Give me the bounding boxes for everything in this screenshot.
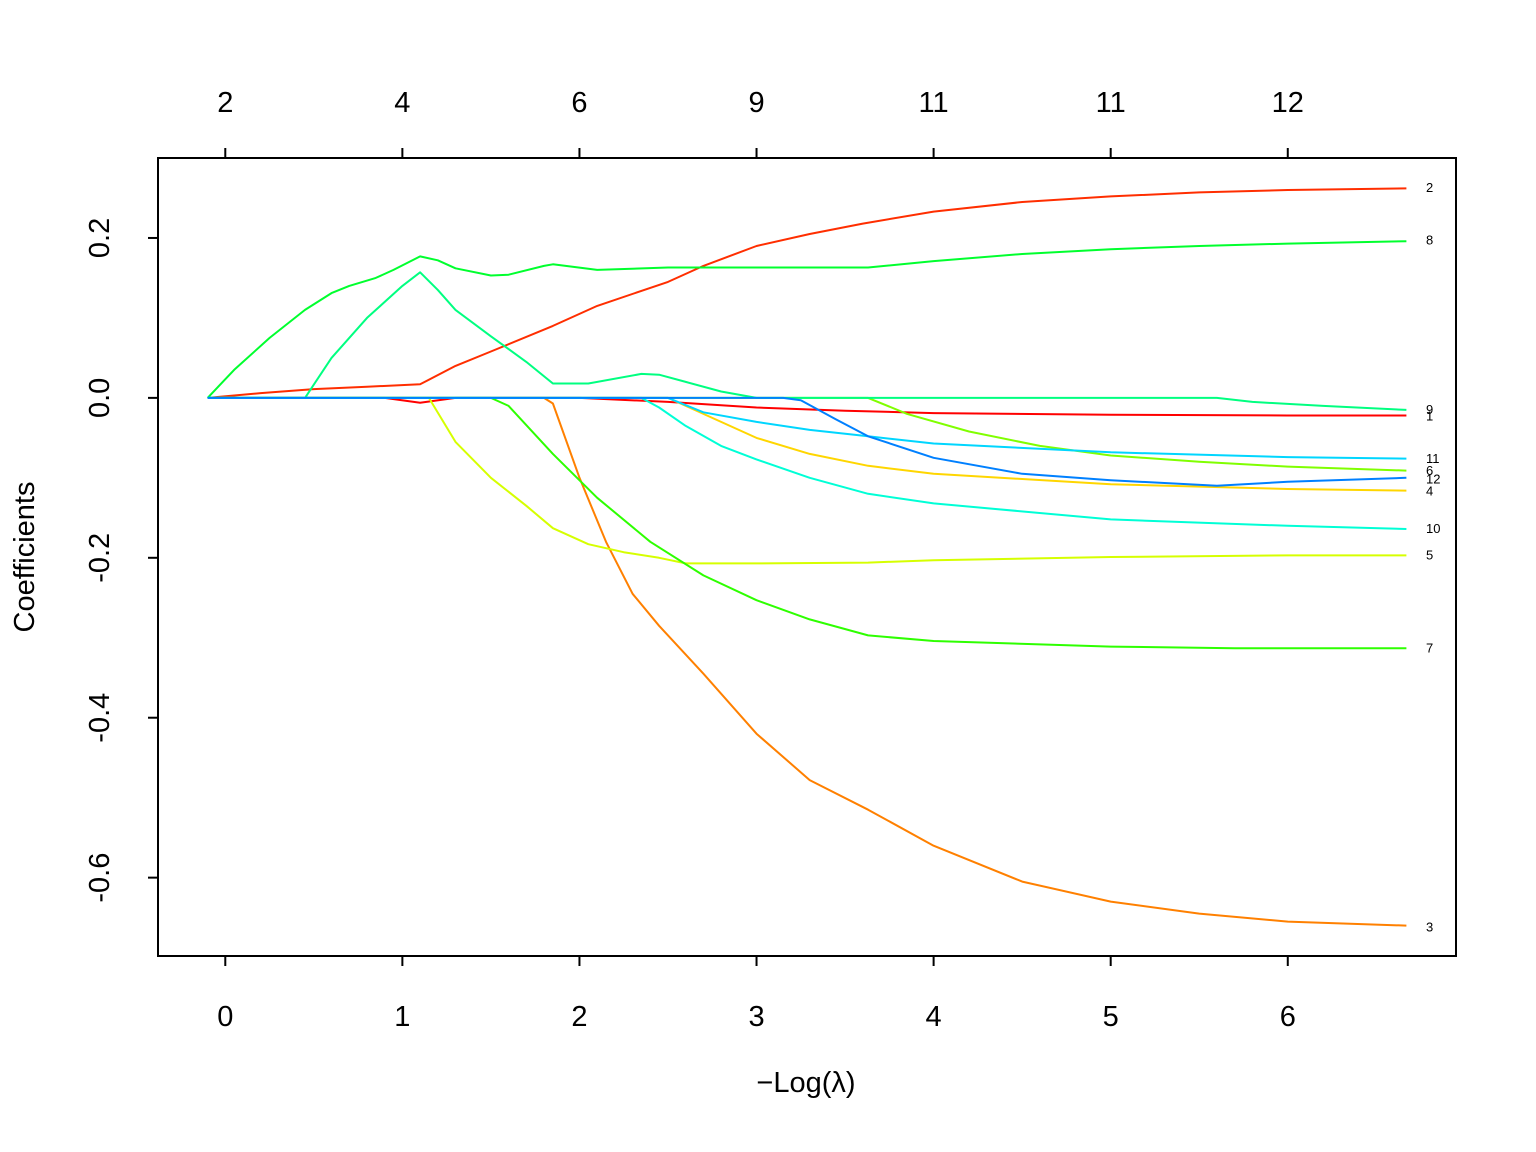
- series-end-label-11: 11: [1426, 451, 1440, 466]
- top-tick-label: 11: [1096, 87, 1126, 119]
- y-tick-label: -0.2: [84, 533, 116, 583]
- series-end-label-3: 3: [1426, 919, 1433, 934]
- series-line-12: [207, 396, 1407, 487]
- x-tick-label: 1: [394, 1001, 410, 1033]
- series-end-label-7: 7: [1426, 640, 1433, 655]
- top-tick-label: 12: [1272, 87, 1304, 119]
- top-tick-label: 4: [394, 87, 410, 119]
- series-line-8: [206, 240, 1407, 399]
- x-axis-title: −Log(λ): [756, 1067, 855, 1099]
- top-axis: 2 4 6 9 11 11 12: [217, 87, 1304, 158]
- plot-frame: [157, 157, 1457, 957]
- x-tick-label: 6: [1280, 1001, 1296, 1033]
- series-end-label-5: 5: [1426, 548, 1433, 563]
- x-tick-label: 4: [926, 1001, 942, 1033]
- y-axis-title: Coefficients: [9, 482, 41, 633]
- series-end-label-4: 4: [1426, 484, 1433, 499]
- series-line-10: [207, 396, 1407, 530]
- series-line-7: [207, 396, 1407, 650]
- series-end-label-12: 12: [1426, 472, 1440, 487]
- bottom-axis: 0 1 2 3 4 5 6: [217, 956, 1296, 1033]
- x-tick-label: 5: [1103, 1001, 1119, 1033]
- y-tick-label: 0.0: [84, 378, 116, 418]
- y-tick-label: -0.4: [84, 693, 116, 743]
- plot-lines: [206, 187, 1407, 927]
- series-end-label-6: 6: [1426, 463, 1433, 478]
- x-tick-label: 0: [217, 1001, 233, 1033]
- series-end-label-8: 8: [1426, 233, 1433, 248]
- top-tick-label: 2: [217, 87, 233, 119]
- series-end-label-1: 1: [1426, 408, 1433, 423]
- y-tick-label: 0.2: [84, 218, 116, 258]
- series-end-label-9: 9: [1426, 402, 1433, 417]
- series-end-label-10: 10: [1426, 521, 1440, 536]
- series-line-6: [207, 396, 1407, 472]
- x-tick-label: 2: [571, 1001, 587, 1033]
- top-tick-label: 11: [919, 87, 949, 119]
- series-line-3: [207, 396, 1407, 927]
- series-line-5: [207, 396, 1407, 565]
- series-line-2: [207, 187, 1407, 399]
- series-line-11: [207, 396, 1407, 460]
- left-axis: -0.6 -0.4 -0.2 0.0 0.2: [84, 218, 158, 903]
- top-tick-label: 9: [748, 87, 764, 119]
- top-tick-label: 6: [571, 87, 587, 119]
- y-tick-label: -0.6: [84, 853, 116, 903]
- series-line-1: [207, 396, 1407, 417]
- series-end-label-2: 2: [1426, 180, 1433, 195]
- x-tick-label: 3: [748, 1001, 764, 1033]
- series-line-9: [207, 271, 1407, 411]
